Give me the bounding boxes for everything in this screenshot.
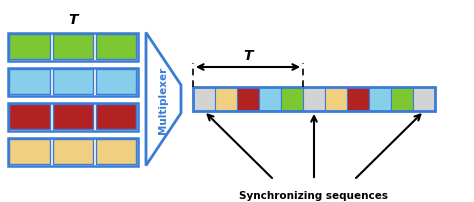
Bar xyxy=(303,87,325,112)
Bar xyxy=(193,87,435,112)
Text: T: T xyxy=(243,49,253,63)
Bar xyxy=(347,87,369,112)
Bar xyxy=(8,33,138,61)
Bar xyxy=(53,35,93,60)
Text: T: T xyxy=(68,13,78,26)
Text: Multiplexer: Multiplexer xyxy=(158,66,168,133)
Bar xyxy=(215,87,237,112)
Bar xyxy=(96,35,137,60)
Bar xyxy=(9,35,50,60)
Bar xyxy=(369,87,391,112)
Bar xyxy=(8,103,138,131)
Bar xyxy=(9,104,50,129)
Bar xyxy=(8,138,138,166)
Bar xyxy=(193,87,215,112)
Bar xyxy=(96,70,137,95)
Bar xyxy=(281,87,303,112)
Bar xyxy=(9,70,50,95)
Bar xyxy=(9,139,50,164)
Bar xyxy=(53,70,93,95)
Bar xyxy=(96,139,137,164)
Bar xyxy=(96,104,137,129)
Bar xyxy=(413,87,435,112)
Bar xyxy=(53,104,93,129)
Bar xyxy=(237,87,259,112)
Bar xyxy=(259,87,281,112)
Bar xyxy=(53,139,93,164)
Text: Synchronizing sequences: Synchronizing sequences xyxy=(239,190,389,200)
Bar xyxy=(325,87,347,112)
Bar xyxy=(8,68,138,96)
Bar xyxy=(391,87,413,112)
